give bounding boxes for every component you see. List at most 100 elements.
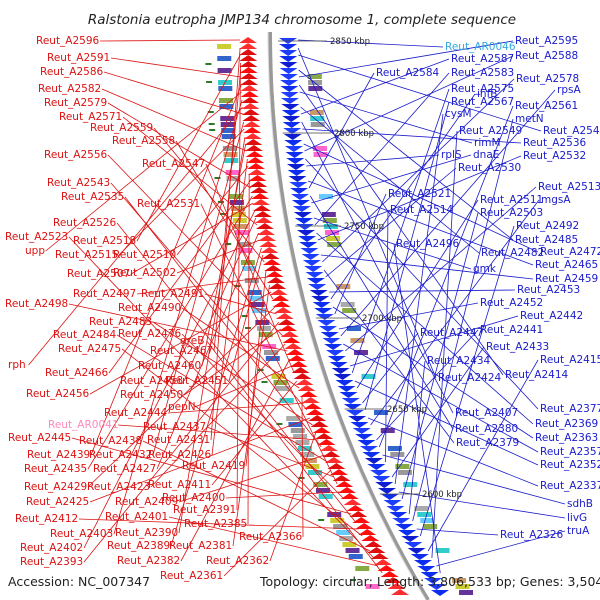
- gene-label[interactable]: Reut_A2380: [455, 423, 518, 435]
- gene-label[interactable]: Reut_A2511: [480, 194, 543, 206]
- gene-label[interactable]: Reut_A2530: [458, 162, 521, 174]
- gene-label[interactable]: Reut_AR0041: [48, 419, 119, 431]
- gene-label[interactable]: truA: [567, 525, 590, 537]
- gene-label[interactable]: Reut_A2491: [141, 288, 204, 300]
- gene-label[interactable]: mgsA: [541, 194, 571, 206]
- gene-label[interactable]: Reut_A2426: [148, 449, 212, 461]
- gene-label[interactable]: Reut_A2492: [516, 220, 579, 232]
- gene-label[interactable]: Reut_A2460: [138, 360, 201, 372]
- gene-label[interactable]: rplS: [441, 149, 462, 161]
- gene-label[interactable]: cysM: [445, 108, 472, 120]
- gene-label[interactable]: Reut_A2435: [24, 463, 87, 475]
- gene-label[interactable]: Reut_A2419: [182, 460, 245, 472]
- gene-label[interactable]: Reut_A2379: [456, 437, 519, 449]
- gene-label[interactable]: Reut_A2588: [515, 50, 578, 62]
- gene-label[interactable]: Reut_A2547: [142, 158, 205, 170]
- gene-label[interactable]: Reut_A2441: [480, 324, 543, 336]
- gene-label[interactable]: Reut_A2518: [73, 235, 136, 247]
- gene-label[interactable]: Reut_A2423: [87, 481, 150, 493]
- gene-label[interactable]: Reut_A2582: [38, 83, 101, 95]
- gene-label[interactable]: Reut_AR0046: [445, 41, 516, 53]
- gene-label[interactable]: Reut_A2575: [451, 83, 514, 95]
- gene-label[interactable]: Reut_A2591: [47, 52, 110, 64]
- gene-label[interactable]: greB: [180, 335, 204, 347]
- gene-label[interactable]: Reut_A2411: [148, 479, 211, 491]
- gene-label[interactable]: Reut_A2497: [73, 288, 136, 300]
- gene-label[interactable]: Reut_A2532: [523, 150, 586, 162]
- gene-label[interactable]: Reut_A2475: [58, 343, 121, 355]
- gene-label[interactable]: Reut_A2352: [540, 459, 600, 471]
- gene-labels[interactable]: Reut_A2596 Reut_A2591 Reut_A2586 Reut_A2582…: [5, 35, 600, 582]
- gene-label[interactable]: Reut_A2447: [420, 327, 483, 339]
- gene-label[interactable]: Reut_A2535: [61, 191, 124, 203]
- gene-label[interactable]: Reut_A2526: [53, 217, 117, 229]
- gene-label[interactable]: Reut_A2483: [89, 316, 152, 328]
- gene-label[interactable]: Reut_A2439: [27, 449, 90, 461]
- gene-label[interactable]: Reut_A2369: [535, 418, 598, 430]
- gene-label[interactable]: Reut_A2361: [160, 570, 223, 582]
- gene-label[interactable]: Reut_A2513: [538, 181, 600, 193]
- gene-label[interactable]: Reut_A2445: [8, 432, 71, 444]
- gene-label[interactable]: Reut_A2595: [515, 35, 578, 47]
- gene-label[interactable]: Reut_A2490: [118, 302, 181, 314]
- gene-label[interactable]: Reut_A2498: [5, 298, 68, 310]
- gene-label[interactable]: Reut_A2366: [239, 531, 303, 543]
- gene-label[interactable]: Reut_A2401: [105, 511, 168, 523]
- gene-label[interactable]: Reut_A2412: [15, 513, 78, 525]
- gene-label[interactable]: Reut_A2459: [535, 273, 598, 285]
- gene-label[interactable]: Reut_A2579: [44, 97, 107, 109]
- gene-label[interactable]: Reut_A2393: [20, 556, 83, 568]
- gene-label[interactable]: Reut_A2496: [396, 238, 460, 250]
- gene-label[interactable]: Reut_A2402: [20, 542, 83, 554]
- gene-label[interactable]: Reut_A2409: [115, 496, 178, 508]
- gene-label[interactable]: Reut_A2377: [540, 403, 600, 415]
- gene-label[interactable]: Reut_A2466: [45, 367, 109, 379]
- gene-label[interactable]: Reut_A2503: [480, 207, 543, 219]
- gene-label[interactable]: Reut_A2326: [500, 529, 564, 541]
- gene-label[interactable]: Reut_A2414: [505, 369, 569, 381]
- gene-label[interactable]: Reut_A2425: [26, 496, 89, 508]
- gene-label[interactable]: Reut_A2507: [67, 268, 130, 280]
- gene-label[interactable]: Reut_A2381: [169, 540, 232, 552]
- gene-label[interactable]: Reut_A2583: [451, 67, 514, 79]
- gene-label[interactable]: Reut_A2389: [107, 540, 170, 552]
- gene-label[interactable]: Reut_A2467: [150, 345, 213, 357]
- gene-label[interactable]: upp: [25, 245, 45, 257]
- gene-label[interactable]: Reut_A2451: [165, 375, 228, 387]
- gene-label[interactable]: Reut_A2465: [535, 259, 598, 271]
- gene-label[interactable]: pepN: [168, 401, 196, 413]
- gene-label[interactable]: Reut_A2429: [24, 481, 87, 493]
- gene-label[interactable]: Reut_A2523: [5, 231, 68, 243]
- gene-label[interactable]: sdhB: [567, 498, 593, 510]
- gene-label[interactable]: Reut_A2584: [376, 67, 440, 79]
- gene-label[interactable]: Reut_A2433: [486, 341, 549, 353]
- gene-label[interactable]: ihfB: [477, 88, 497, 100]
- gene-label[interactable]: Reut_A2432: [89, 449, 152, 461]
- gene-label[interactable]: Reut_A2458: [120, 375, 183, 387]
- gene-label[interactable]: Reut_A2484: [53, 329, 117, 341]
- gene-label[interactable]: Reut_A2502: [113, 267, 176, 279]
- gene-label[interactable]: Reut_A2561: [515, 100, 578, 112]
- gene-label[interactable]: Reut_A2543: [47, 177, 110, 189]
- gene-label[interactable]: dnaE: [473, 149, 499, 161]
- gene-label[interactable]: Reut_A2515: [55, 249, 118, 261]
- gene-label[interactable]: Reut_A2559: [90, 122, 153, 134]
- gene-label[interactable]: livG: [567, 512, 587, 524]
- gene-label[interactable]: Reut_A2558: [112, 135, 175, 147]
- gene-label[interactable]: Reut_A2549: [459, 125, 522, 137]
- gene-label[interactable]: Reut_A2545: [543, 125, 600, 137]
- gene-label[interactable]: Reut_A2521: [388, 188, 451, 200]
- gene-label[interactable]: Reut_A2357: [540, 446, 600, 458]
- gene-label[interactable]: rph: [8, 359, 26, 371]
- gene-label[interactable]: Reut_A2453: [517, 284, 580, 296]
- gene-label[interactable]: Reut_A2578: [516, 73, 579, 85]
- gene-label[interactable]: Reut_A2403: [50, 528, 113, 540]
- gene-label[interactable]: Reut_A2427: [93, 463, 156, 475]
- gene-label[interactable]: Reut_A2385: [184, 518, 247, 530]
- gene-label[interactable]: Reut_A2431: [147, 434, 210, 446]
- gene-label[interactable]: Reut_A2485: [515, 234, 578, 246]
- gene-label[interactable]: Reut_A2400: [162, 492, 225, 504]
- gene-label[interactable]: Reut_A2407: [455, 407, 518, 419]
- gene-label[interactable]: Reut_A2456: [26, 388, 90, 400]
- gene-label[interactable]: Reut_A2567: [451, 96, 514, 108]
